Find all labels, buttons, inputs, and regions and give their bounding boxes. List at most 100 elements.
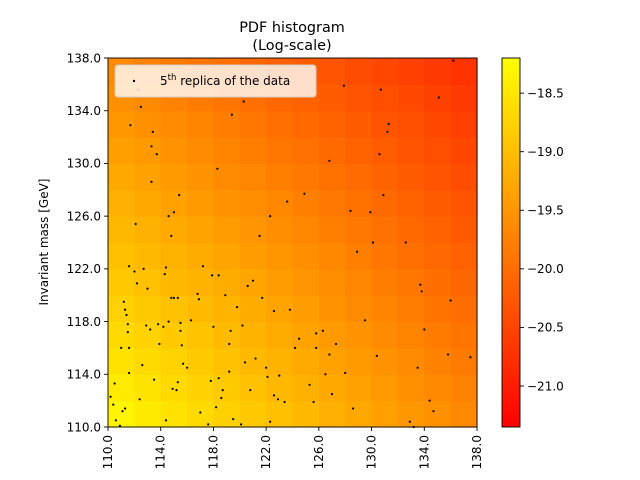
y-tick-label: 122.0 [67, 262, 101, 276]
data-point [254, 357, 257, 360]
heatmap-cell [187, 400, 215, 428]
data-point [419, 283, 422, 286]
heatmap-cell [134, 321, 162, 349]
data-point [363, 319, 367, 322]
data-point [416, 366, 419, 369]
heatmap-cell [371, 347, 399, 375]
data-point [150, 145, 153, 148]
heatmap-cell [108, 295, 135, 323]
data-point [178, 194, 181, 197]
data-point [269, 420, 272, 423]
heatmap-cell [239, 321, 267, 349]
heatmap-cell [292, 268, 320, 296]
heatmap-cell [239, 137, 267, 165]
data-point [251, 279, 255, 282]
heatmap-cell [266, 242, 294, 270]
data-point [171, 387, 174, 390]
heatmap-cell [160, 163, 188, 191]
heatmap-cell [345, 374, 373, 402]
heatmap-cell [397, 58, 425, 85]
heatmap-cell [371, 268, 399, 296]
data-point [286, 200, 289, 203]
heatmap-cell [108, 163, 135, 191]
heatmap-cell [292, 137, 320, 165]
data-point [201, 265, 204, 268]
data-point [167, 215, 170, 218]
heatmap-cell [266, 137, 294, 165]
heatmap-cell [450, 163, 478, 191]
heatmap-cell [450, 216, 478, 244]
heatmap-cell [397, 242, 425, 270]
heatmap-cell [239, 295, 267, 323]
heatmap-cell [450, 110, 478, 138]
heatmap-cell [318, 216, 346, 244]
heatmap-cell [213, 374, 241, 402]
heatmap-cell [108, 189, 135, 217]
heatmap-cell [371, 295, 399, 323]
data-point [133, 270, 136, 273]
heatmap-cell [292, 374, 320, 402]
y-tick-label: 118.0 [67, 315, 101, 329]
data-point [342, 84, 345, 87]
data-point [170, 296, 173, 299]
legend-box [114, 64, 317, 98]
heatmap-cell [371, 374, 399, 402]
heatmap-cell [371, 242, 399, 270]
data-point [217, 274, 220, 277]
heatmap-cell [318, 295, 346, 323]
heatmap-cell [318, 400, 346, 428]
heatmap-cell [424, 321, 452, 349]
data-point [126, 331, 129, 334]
heatmap-cell [345, 84, 373, 112]
data-point [298, 337, 301, 340]
data-point [196, 292, 199, 295]
heatmap-cell [266, 189, 294, 217]
heatmap-cell [266, 163, 294, 191]
heatmap-cell [424, 400, 452, 428]
heatmap-cell [292, 321, 320, 349]
data-point [352, 407, 355, 410]
heatmap-cell [292, 347, 320, 375]
heatmap-cell [424, 216, 452, 244]
heatmap-cell [187, 374, 215, 402]
heatmap-cell [108, 242, 135, 270]
heatmap-cell [450, 321, 478, 349]
heatmap-cell [318, 347, 346, 375]
heatmap-cell [424, 110, 452, 138]
heatmap-cell [292, 242, 320, 270]
data-point [242, 100, 245, 103]
heatmap-cell [371, 110, 399, 138]
heatmap-cell [345, 110, 373, 138]
data-point [113, 382, 116, 385]
data-point [153, 378, 156, 381]
data-point [437, 96, 440, 99]
x-axis-ticks: 110.0 114.0 118.0 122.0 126.0 130.0 134.0 138.0 [101, 427, 484, 469]
data-point [155, 153, 158, 156]
heatmap-cell [160, 347, 188, 375]
data-point [272, 394, 276, 397]
data-point [236, 306, 239, 309]
heatmap-cell [239, 400, 267, 428]
data-point [138, 398, 141, 401]
heatmap-cell [318, 137, 346, 165]
data-point [182, 362, 185, 365]
x-tick-label: 126.0 [312, 435, 326, 469]
heatmap-cell [108, 216, 135, 244]
heatmap-cell [213, 110, 241, 138]
data-point [216, 167, 219, 170]
heatmap-cell [266, 374, 294, 402]
y-tick-label: 114.0 [67, 368, 101, 382]
data-point [308, 383, 311, 386]
heatmap-cell [371, 58, 399, 85]
data-point [328, 353, 331, 356]
heatmap-cell [134, 110, 162, 138]
heatmap-cell [345, 400, 373, 428]
colorbar-tick-label: −20.5 [527, 321, 564, 335]
data-point [382, 194, 385, 197]
data-point [378, 153, 381, 156]
heatmap-cell [371, 137, 399, 165]
data-point [186, 366, 189, 369]
y-axis-ticks: 110.0 114.0 118.0 122.0 126.0 130.0 134.0 138.0 [67, 51, 108, 434]
data-point [249, 389, 252, 392]
data-point [164, 266, 168, 269]
